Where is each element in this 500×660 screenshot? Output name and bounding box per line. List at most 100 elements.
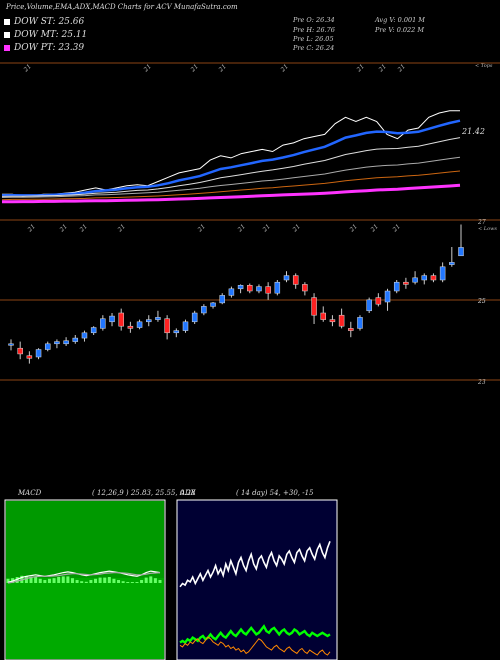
ema-panel: 21 21 21 21 21 21 21 21 21.42 < Tops: [0, 62, 500, 204]
candle-body: [118, 312, 124, 327]
candle-body: [219, 295, 225, 304]
macd-line-1: [7, 571, 161, 584]
adx-plus-line-0: [179, 624, 331, 645]
ema-value-label: 21.42: [461, 127, 485, 136]
date-tick-label: 21: [189, 63, 200, 74]
ema-line-4: [1, 170, 461, 201]
tops-label: < Tops: [475, 63, 493, 69]
macd-label: MACD: [17, 489, 42, 497]
macd-hist-bar: [158, 580, 162, 583]
candle-body: [155, 317, 161, 320]
macd-lower-fill: [6, 578, 164, 659]
macd-hist-bar: [112, 578, 116, 583]
macd-upper-fill: [6, 501, 164, 578]
macd-hist-bar: [98, 577, 102, 583]
macd-hist-bar: [149, 576, 153, 583]
macd-hist-bar: [153, 578, 157, 583]
candle-body: [228, 288, 235, 296]
candle-body: [127, 325, 134, 329]
legend-dow-pt: DOW PT: 23.39: [4, 43, 84, 53]
adx-label: ADX: [179, 489, 197, 497]
legend-swatch: [4, 19, 10, 25]
macd-hist-bar: [117, 580, 121, 583]
candle-body: [182, 321, 189, 331]
price-axis-label: 27: [477, 219, 486, 226]
macd-hist-bar: [107, 577, 111, 583]
macd-hist-bar: [34, 577, 38, 583]
adx-line-0: [179, 541, 331, 588]
macd-hist-bar: [61, 576, 65, 583]
macd-params: ( 12,26,9 ) 25.83, 25.55, 0.28: [92, 489, 196, 497]
price-axis-label: 25: [477, 298, 486, 305]
legend-dow-mt: DOW MT: 25.11: [4, 30, 87, 40]
ema-line-2: [1, 137, 461, 197]
candle-body: [302, 284, 308, 292]
date-tick-label: 21: [217, 63, 228, 74]
candle-body: [311, 297, 317, 316]
macd-panel: MACD ( 12,26,9 ) 25.83, 25.55, 0.28: [4, 489, 196, 660]
chart-title: Price,Volume,EMA,ADX,MACD Charts for ACV…: [6, 3, 238, 11]
candle-body: [63, 340, 69, 345]
macd-hist-bar: [130, 582, 134, 583]
date-tick-label: 21: [396, 63, 407, 74]
candle-body: [412, 277, 418, 283]
legend-dow-st: DOW ST: 25.66: [4, 17, 84, 27]
date-tick-label: 21: [355, 63, 366, 74]
macd-hist-bar: [135, 582, 139, 583]
candle-body: [54, 341, 60, 345]
legend-label: DOW MT: 25.11: [14, 30, 88, 40]
stat-pre-low: Pre L: 26.05: [293, 35, 334, 43]
date-tick-label: 21: [196, 223, 207, 234]
date-tick-label: 21: [369, 223, 380, 234]
macd-hist-bar: [47, 578, 51, 583]
candle-body: [366, 299, 372, 312]
macd-hist-bar: [57, 577, 61, 583]
candle-body: [357, 317, 363, 329]
price-axis-label: 25: [477, 298, 486, 305]
macd-hist-bar: [75, 580, 79, 583]
date-tick-label: 21: [279, 63, 290, 74]
adx-panel: ADX ( 14 day) 54, +30, -15: [176, 489, 338, 660]
stat-pre-high: Pre H: 26.76: [293, 26, 335, 34]
date-tick-label: 21: [377, 63, 388, 74]
adx-minus-line-0: [179, 636, 331, 656]
candle-body: [421, 275, 428, 281]
candle-body: [26, 355, 33, 359]
candle-body: [458, 247, 464, 257]
macd-hist-bar: [126, 582, 130, 583]
macd-hist-bar: [144, 577, 148, 583]
candle-body: [265, 286, 271, 294]
candle-body: [320, 312, 326, 320]
macd-hist-bar: [94, 578, 98, 583]
legend-label: DOW ST: 25.66: [14, 17, 85, 27]
ema-line-1: [1, 119, 461, 197]
macd-hist-bar: [66, 576, 70, 583]
candle-body: [403, 281, 409, 285]
macd-hist-bar: [103, 577, 107, 583]
date-tick-label: 21: [22, 63, 33, 74]
candle-body: [329, 319, 336, 323]
date-tick-label: 21: [261, 223, 272, 234]
candle-body: [237, 285, 244, 290]
candle-body: [430, 275, 437, 281]
candle-body: [191, 312, 198, 323]
candle-body: [100, 318, 106, 329]
candle-body: [164, 318, 170, 334]
macd-hist-bar: [38, 578, 42, 583]
date-tick-label: 21: [26, 223, 37, 234]
candle-body: [136, 321, 143, 328]
candle-body: [274, 281, 281, 294]
date-tick-label: 21: [391, 223, 402, 234]
candle-body: [348, 328, 354, 331]
ema-line-5: [2, 183, 461, 204]
candle-body: [8, 343, 14, 346]
candle-body: [109, 315, 115, 323]
date-tick-label: 21: [116, 223, 127, 234]
candle-body: [17, 347, 23, 355]
candle-body: [44, 343, 51, 350]
ema-line-0: [2, 110, 460, 197]
candle-body: [72, 337, 79, 342]
macd-hist-bar: [89, 580, 93, 583]
candle-body: [338, 314, 345, 327]
